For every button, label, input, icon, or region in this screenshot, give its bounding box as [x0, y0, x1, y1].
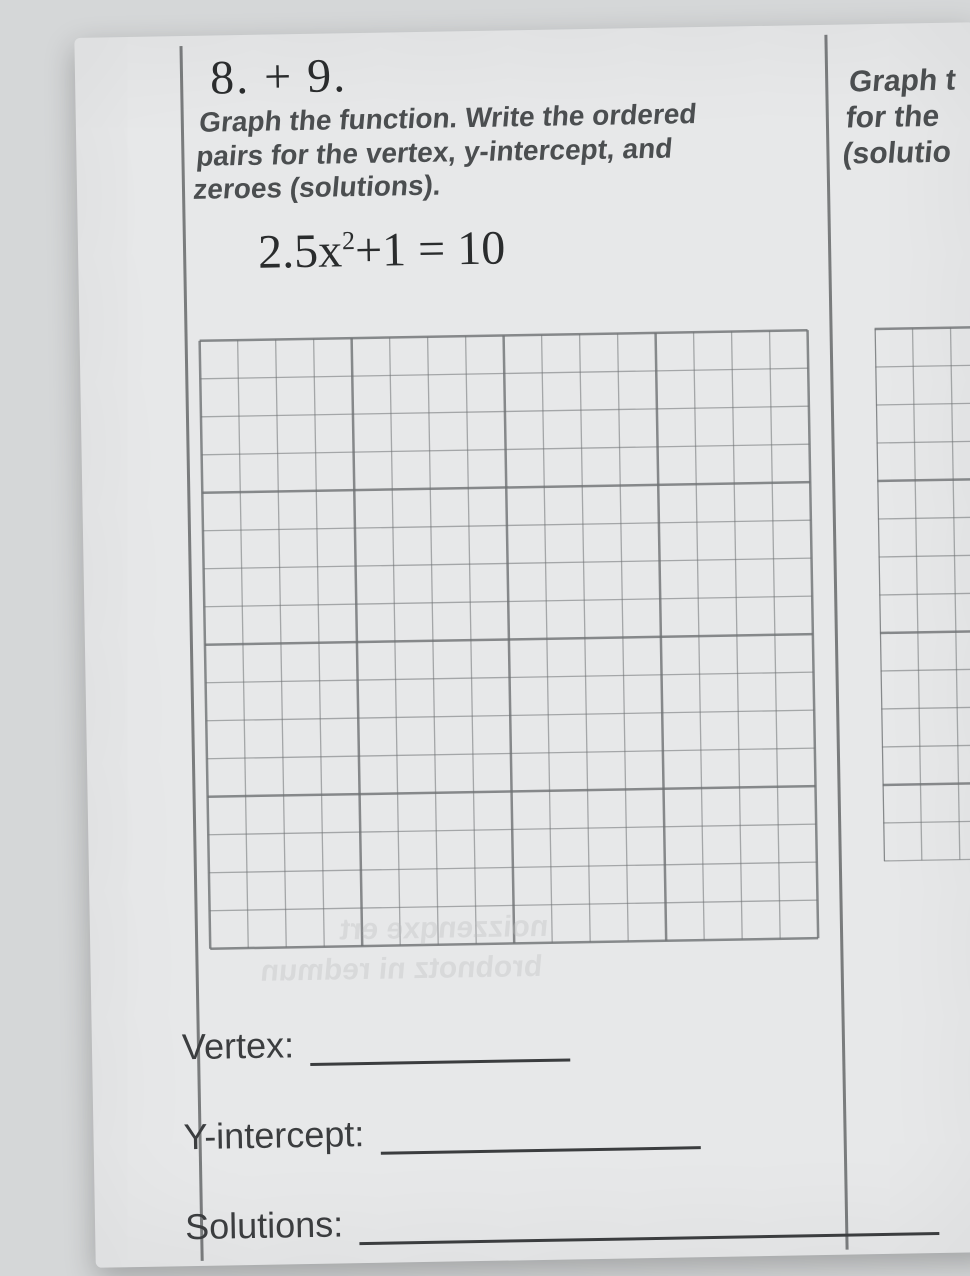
bleed-through-text-1: noizzenqxe ert	[338, 910, 549, 948]
y-intercept-row: Y-intercept:	[183, 1104, 884, 1158]
right-column-instructions: Graph t for the (solutio	[841, 61, 970, 173]
solutions-row: Solutions:	[185, 1192, 970, 1248]
vertex-row: Vertex:	[182, 1014, 883, 1068]
vertex-blank-line[interactable]	[310, 1028, 571, 1066]
problem-number: 8. + 9.	[210, 48, 348, 105]
worksheet-paper: 8. + 9. Graph the function. Write the or…	[74, 22, 970, 1268]
vertex-label: Vertex:	[182, 1024, 295, 1068]
right-ins-line2: for the	[844, 100, 940, 135]
solutions-label: Solutions:	[185, 1203, 344, 1248]
instructions-text: Graph the function. Write the ordered pa…	[192, 96, 761, 207]
graph-grid	[189, 320, 828, 959]
bleed-through-text-2: brobnotz ni redmun	[259, 950, 544, 989]
equation-handwritten: 2.5x2+1 = 10	[258, 220, 506, 279]
solutions-blank-line[interactable]	[359, 1202, 939, 1245]
right-ins-line1: Graph t	[848, 64, 958, 99]
y-intercept-blank-line[interactable]	[380, 1116, 701, 1155]
right-ins-line3: (solutio	[841, 136, 952, 171]
graph-grid-right-partial	[874, 317, 970, 871]
y-intercept-label: Y-intercept:	[183, 1113, 364, 1158]
column-divider-right	[824, 35, 848, 1250]
